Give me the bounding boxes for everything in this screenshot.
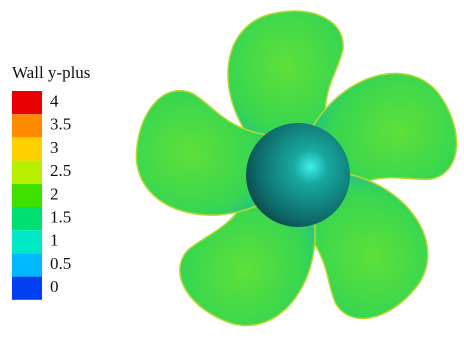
legend-label: 2	[50, 184, 59, 203]
legend-swatch	[12, 91, 42, 114]
legend-label: 0.5	[50, 254, 71, 273]
legend-swatch	[12, 137, 42, 160]
propeller	[127, 4, 464, 345]
hub	[246, 123, 350, 227]
legend-swatch	[12, 253, 42, 276]
legend-label: 1	[50, 231, 59, 250]
legend-title: Wall y-plus	[12, 63, 90, 82]
legend-swatch	[12, 161, 42, 184]
legend-swatch	[12, 230, 42, 253]
legend-label: 0	[50, 277, 59, 296]
legend-label: 3	[50, 138, 59, 157]
legend-label: 4	[50, 92, 59, 111]
legend-swatch	[12, 114, 42, 137]
legend-label: 3.5	[50, 115, 71, 134]
scene: Wall y-plus 4 3.5 3 2.5 2 1.5 1 0.5 0	[0, 0, 464, 345]
legend-label: 2.5	[50, 161, 71, 180]
legend-swatch	[12, 207, 42, 230]
legend-swatch	[12, 184, 42, 207]
legend-swatch	[12, 277, 42, 300]
legend: 4 3.5 3 2.5 2 1.5 1 0.5 0	[12, 91, 71, 300]
legend-label: 1.5	[50, 208, 71, 227]
